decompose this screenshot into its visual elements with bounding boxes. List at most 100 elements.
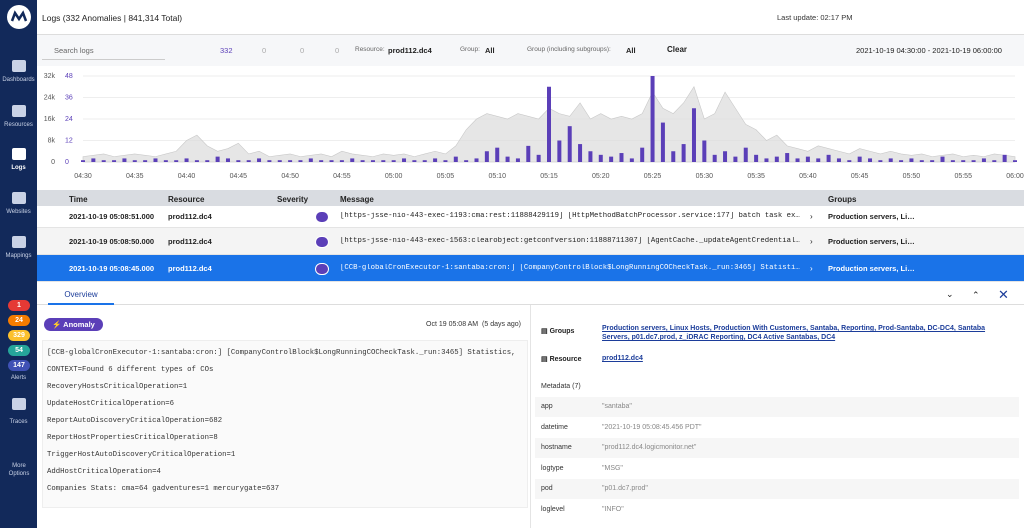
alert-badge[interactable]: 54: [8, 345, 30, 356]
anomaly-bar: [930, 160, 935, 162]
nav-label[interactable]: Resources: [4, 122, 33, 128]
nav-label[interactable]: More Options: [8, 463, 30, 477]
anomaly-bar: [246, 160, 251, 162]
y2-tick-label: 24: [65, 116, 73, 123]
anomaly-bar: [950, 160, 955, 162]
alert-badge[interactable]: 147: [8, 360, 30, 371]
nav-label[interactable]: Websites: [6, 209, 31, 215]
nav-icon[interactable]: [12, 105, 26, 117]
time-range[interactable]: 2021-10-19 04:30:00 - 2021-10-19 06:00:0…: [856, 46, 1002, 55]
count[interactable]: 0: [335, 46, 340, 55]
anomaly-bar: [350, 158, 355, 162]
alert-badge[interactable]: 24: [8, 315, 30, 326]
count[interactable]: 0: [300, 46, 305, 55]
nav-icon[interactable]: [12, 236, 26, 248]
sidebar: [0, 0, 37, 528]
metadata-key: app: [541, 403, 553, 410]
resource-label: Resource:: [355, 46, 385, 53]
anomaly-bar: [805, 156, 810, 162]
metadata-row: [535, 499, 1019, 520]
anomaly-bar: [402, 158, 407, 162]
anomaly-bar: [329, 160, 334, 162]
anomaly-bar: [143, 160, 148, 162]
overview-tab[interactable]: Overview: [48, 290, 114, 305]
anomaly-bar: [847, 160, 852, 162]
row-arrow[interactable]: ›: [810, 263, 813, 273]
anomaly-bar: [640, 147, 645, 162]
column-header: Time: [69, 195, 88, 204]
anomaly-bar: [505, 156, 510, 162]
anomaly-bar: [184, 158, 189, 162]
close[interactable]: ✕: [998, 287, 1009, 302]
count[interactable]: 0: [262, 46, 267, 55]
alert-badge[interactable]: 329: [8, 330, 30, 341]
badge-text: Anomaly: [63, 320, 95, 329]
last-update[interactable]: Last update: 02:17 PM: [777, 13, 853, 22]
anomaly-bar: [163, 160, 168, 162]
anomaly-bar: [691, 108, 696, 162]
subgroup-filter[interactable]: All: [626, 46, 636, 55]
row-arrow[interactable]: ›: [810, 236, 813, 246]
groups-label-text: Groups: [549, 328, 575, 335]
table-row[interactable]: [37, 206, 1024, 228]
y2-tick-label: 0: [65, 159, 69, 166]
nav-label[interactable]: Mappings: [5, 253, 32, 259]
y-tick-label: 8k: [48, 137, 56, 144]
x-tick-label: 05:45: [851, 173, 869, 180]
anomaly-bar: [526, 145, 531, 162]
resource-filter[interactable]: prod112.dc4: [388, 46, 432, 55]
anomaly-bar: [132, 160, 137, 162]
table-cell: prod112.dc4: [168, 212, 212, 221]
nav-label[interactable]: Traces: [9, 419, 28, 425]
nav-icon[interactable]: [12, 60, 26, 72]
nav-label[interactable]: Dashboards: [2, 77, 35, 83]
expand[interactable]: ⌃: [972, 290, 980, 300]
anomaly-bar: [826, 154, 831, 162]
message-line: TriggerHostAutoDiscoveryCriticalOperatio…: [47, 451, 236, 459]
y-tick-label: 0: [51, 159, 55, 166]
anomaly-bar: [909, 158, 914, 162]
column-header: Resource: [168, 195, 205, 204]
x-tick-label: 05:55: [954, 173, 972, 180]
x-tick-label: 05:05: [437, 173, 455, 180]
clear-button[interactable]: Clear: [667, 45, 688, 54]
nav-icon[interactable]: [12, 398, 26, 410]
anomaly-bar: [215, 156, 220, 162]
ago: (5 days ago): [482, 321, 521, 328]
nav-icon[interactable]: [12, 192, 26, 204]
table-row[interactable]: [37, 255, 1024, 282]
message-line: UpdateHostCriticalOperation=6: [47, 400, 174, 408]
anomaly-bar: [412, 160, 417, 162]
column-header: Groups: [828, 195, 857, 204]
search-placeholder[interactable]: Search logs: [54, 46, 94, 55]
nav-label[interactable]: Alerts: [10, 375, 27, 381]
metadata-key: logtype: [541, 464, 564, 472]
table-row[interactable]: [37, 228, 1024, 255]
x-tick-label: 04:50: [281, 173, 299, 180]
anomaly-bar: [785, 153, 790, 162]
group-filter[interactable]: All: [485, 46, 495, 55]
alert-badge[interactable]: 1: [8, 300, 30, 311]
table-cell: 2021-10-19 05:08:45.000: [69, 263, 155, 273]
y2-tick-label: 48: [65, 73, 73, 80]
metadata-value: "prod112.dc4.logicmonitor.net": [602, 444, 697, 451]
metadata-value: "INFO": [602, 505, 624, 513]
anomaly-bar: [267, 160, 272, 162]
anomaly-bar: [888, 158, 893, 162]
table-header: [37, 190, 1024, 206]
nav-icon[interactable]: [12, 148, 26, 160]
anomaly-bar: [360, 160, 365, 162]
resource-value[interactable]: prod112.dc4: [602, 355, 643, 362]
anomaly-bar: [257, 158, 262, 162]
groups-value[interactable]: Production servers, Linux Hosts, Product…: [602, 325, 986, 341]
nav-label[interactable]: Logs: [11, 165, 26, 171]
anomaly-bar: [381, 160, 386, 162]
anomaly-count[interactable]: 332: [220, 46, 233, 55]
anomaly-bar: [764, 158, 769, 162]
anomaly-bar: [370, 160, 375, 162]
anomaly-bar: [609, 156, 614, 162]
collapse[interactable]: ⌄: [946, 289, 954, 299]
anomaly-bar: [495, 147, 500, 162]
search-box[interactable]: [42, 42, 165, 60]
row-arrow[interactable]: ›: [810, 212, 813, 221]
